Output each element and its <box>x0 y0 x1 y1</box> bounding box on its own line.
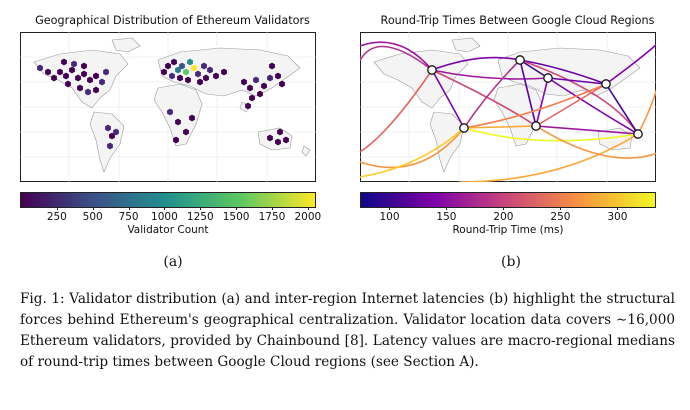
colorbar-tickmark <box>200 207 201 210</box>
colorbar-tickmark <box>560 207 561 210</box>
validator-map <box>20 32 316 182</box>
colorbar-tick-label: 1500 <box>223 211 250 223</box>
panel-b-title: Round-Trip Times Between Google Cloud Re… <box>345 14 690 27</box>
region-node <box>602 80 610 88</box>
colorbar-tickmark <box>57 207 58 210</box>
region-node <box>516 56 524 64</box>
latency-map <box>360 32 656 182</box>
region-node <box>428 66 436 74</box>
colorbar-tickmark <box>164 207 165 210</box>
region-node <box>532 122 540 130</box>
colorbar-tickmark <box>446 207 447 210</box>
colorbar-tick-label: 250 <box>550 211 570 223</box>
figure-caption: Fig. 1: Validator distribution (a) and i… <box>20 289 675 373</box>
validator-colorbar-label: Validator Count <box>20 224 316 236</box>
region-node <box>460 124 468 132</box>
region-node <box>634 130 642 138</box>
colorbar-tickmark <box>93 207 94 210</box>
panel-a-label: (a) <box>163 254 182 270</box>
colorbar-tickmark <box>272 207 273 210</box>
colorbar-tick-label: 300 <box>607 211 627 223</box>
colorbar-tick-label: 750 <box>119 211 139 223</box>
colorbar-tick-label: 1250 <box>187 211 214 223</box>
colorbar-tick-label: 500 <box>83 211 103 223</box>
colorbar-tickmark <box>389 207 390 210</box>
validator-colorbar <box>20 192 316 208</box>
latency-colorbar <box>360 192 656 208</box>
colorbar-tickmark <box>617 207 618 210</box>
panel-b-label: (b) <box>501 254 521 270</box>
colorbar-tickmark <box>503 207 504 210</box>
colorbar-tick-label: 200 <box>493 211 513 223</box>
colorbar-tick-label: 2000 <box>294 211 321 223</box>
colorbar-tick-label: 150 <box>436 211 456 223</box>
colorbar-tickmark <box>308 207 309 210</box>
region-node <box>544 74 552 82</box>
colorbar-tickmark <box>129 207 130 210</box>
colorbar-tick-label: 1000 <box>151 211 178 223</box>
panel-a-title: Geographical Distribution of Ethereum Va… <box>0 14 345 27</box>
latency-colorbar-label: Round-Trip Time (ms) <box>360 224 656 236</box>
colorbar-tick-label: 100 <box>379 211 399 223</box>
colorbar-tick-label: 250 <box>47 211 67 223</box>
colorbar-tickmark <box>236 207 237 210</box>
colorbar-tick-label: 1750 <box>259 211 286 223</box>
